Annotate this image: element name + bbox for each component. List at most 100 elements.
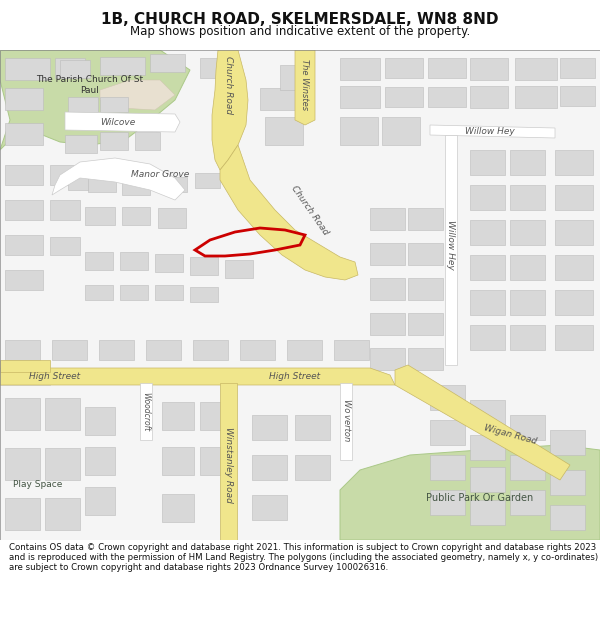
Polygon shape bbox=[510, 150, 545, 175]
Polygon shape bbox=[122, 207, 150, 225]
Polygon shape bbox=[555, 255, 593, 280]
Polygon shape bbox=[370, 208, 405, 230]
Polygon shape bbox=[85, 285, 113, 300]
Polygon shape bbox=[85, 447, 115, 475]
Text: Map shows position and indicative extent of the property.: Map shows position and indicative extent… bbox=[130, 24, 470, 38]
Polygon shape bbox=[470, 500, 505, 525]
Polygon shape bbox=[68, 97, 98, 112]
Polygon shape bbox=[430, 455, 465, 480]
Text: Willow Hey: Willow Hey bbox=[446, 220, 455, 270]
Polygon shape bbox=[430, 490, 465, 515]
Polygon shape bbox=[555, 290, 593, 315]
Polygon shape bbox=[408, 313, 443, 335]
Polygon shape bbox=[50, 200, 80, 220]
Polygon shape bbox=[135, 132, 160, 150]
Polygon shape bbox=[340, 445, 600, 540]
Polygon shape bbox=[120, 285, 148, 300]
Polygon shape bbox=[445, 135, 457, 365]
Polygon shape bbox=[555, 150, 593, 175]
Polygon shape bbox=[550, 505, 585, 530]
Polygon shape bbox=[190, 257, 218, 275]
Polygon shape bbox=[68, 172, 98, 190]
Polygon shape bbox=[5, 58, 50, 80]
Polygon shape bbox=[470, 325, 505, 350]
Polygon shape bbox=[162, 402, 194, 430]
Polygon shape bbox=[0, 368, 395, 385]
Polygon shape bbox=[220, 383, 237, 540]
Polygon shape bbox=[5, 88, 43, 110]
Polygon shape bbox=[370, 313, 405, 335]
Text: Wo verton: Wo verton bbox=[341, 399, 350, 441]
Text: The Parish Church Of St
Paul: The Parish Church Of St Paul bbox=[37, 75, 143, 95]
Text: Play Space: Play Space bbox=[13, 481, 62, 489]
Text: Church Road: Church Road bbox=[290, 184, 331, 236]
Polygon shape bbox=[295, 455, 330, 480]
Polygon shape bbox=[252, 455, 287, 480]
Polygon shape bbox=[190, 287, 218, 302]
Polygon shape bbox=[408, 208, 443, 230]
Polygon shape bbox=[428, 58, 466, 78]
Polygon shape bbox=[45, 398, 80, 430]
Polygon shape bbox=[200, 447, 232, 475]
Text: Willow Hey: Willow Hey bbox=[465, 127, 515, 136]
Polygon shape bbox=[408, 348, 443, 370]
Polygon shape bbox=[428, 87, 466, 107]
Polygon shape bbox=[470, 467, 505, 492]
Polygon shape bbox=[470, 185, 505, 210]
Polygon shape bbox=[340, 86, 380, 108]
Polygon shape bbox=[5, 498, 40, 530]
Polygon shape bbox=[385, 58, 423, 78]
Polygon shape bbox=[260, 88, 298, 110]
Polygon shape bbox=[88, 177, 116, 192]
Polygon shape bbox=[99, 340, 134, 360]
Polygon shape bbox=[212, 50, 248, 170]
Polygon shape bbox=[470, 400, 505, 425]
Polygon shape bbox=[370, 243, 405, 265]
Text: Wigan Road: Wigan Road bbox=[482, 424, 538, 446]
Polygon shape bbox=[430, 125, 555, 138]
Polygon shape bbox=[193, 340, 228, 360]
Text: High Street: High Street bbox=[29, 372, 80, 381]
Polygon shape bbox=[5, 398, 40, 430]
Polygon shape bbox=[510, 415, 545, 440]
Polygon shape bbox=[5, 340, 40, 360]
Polygon shape bbox=[470, 220, 505, 245]
Polygon shape bbox=[150, 54, 185, 72]
Polygon shape bbox=[510, 255, 545, 280]
Polygon shape bbox=[52, 340, 87, 360]
Polygon shape bbox=[510, 185, 545, 210]
Polygon shape bbox=[146, 340, 181, 360]
Polygon shape bbox=[85, 252, 113, 270]
Polygon shape bbox=[515, 86, 557, 108]
Polygon shape bbox=[295, 50, 315, 125]
Polygon shape bbox=[158, 208, 186, 228]
Polygon shape bbox=[200, 58, 230, 78]
Text: 1B, CHURCH ROAD, SKELMERSDALE, WN8 8ND: 1B, CHURCH ROAD, SKELMERSDALE, WN8 8ND bbox=[101, 12, 499, 28]
Polygon shape bbox=[162, 177, 187, 192]
Polygon shape bbox=[60, 60, 90, 78]
Polygon shape bbox=[340, 58, 380, 80]
Polygon shape bbox=[510, 325, 545, 350]
Polygon shape bbox=[85, 407, 115, 435]
Polygon shape bbox=[430, 420, 465, 445]
Polygon shape bbox=[0, 372, 50, 385]
Polygon shape bbox=[5, 165, 43, 185]
Polygon shape bbox=[5, 235, 43, 255]
Polygon shape bbox=[200, 402, 232, 430]
Polygon shape bbox=[155, 285, 183, 300]
Polygon shape bbox=[265, 117, 303, 145]
Polygon shape bbox=[122, 180, 150, 195]
Polygon shape bbox=[0, 50, 600, 540]
Text: The Winstes: The Winstes bbox=[301, 59, 310, 111]
Polygon shape bbox=[252, 495, 287, 520]
Polygon shape bbox=[515, 58, 557, 80]
Polygon shape bbox=[510, 290, 545, 315]
Polygon shape bbox=[162, 494, 194, 522]
Polygon shape bbox=[470, 255, 505, 280]
Polygon shape bbox=[560, 86, 595, 106]
Polygon shape bbox=[85, 207, 115, 225]
Polygon shape bbox=[395, 365, 570, 480]
Polygon shape bbox=[225, 260, 253, 278]
Polygon shape bbox=[550, 430, 585, 455]
Polygon shape bbox=[52, 158, 185, 200]
